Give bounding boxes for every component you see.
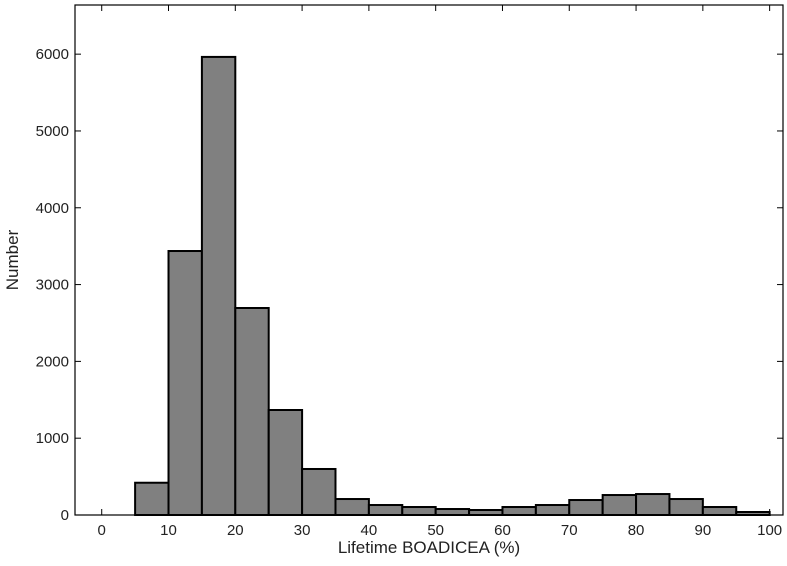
- x-tick-label: 70: [561, 522, 578, 539]
- plot-frame: [74, 4, 784, 516]
- x-tick-label: 0: [98, 522, 106, 539]
- bar: [334, 498, 370, 517]
- y-tick-label: 6000: [36, 46, 69, 63]
- y-axis-label: Number: [3, 229, 22, 290]
- bar: [367, 504, 404, 516]
- bar: [668, 498, 704, 517]
- bar: [568, 499, 604, 516]
- bar: [200, 55, 237, 516]
- bar: [167, 250, 203, 516]
- x-tick-label: 30: [294, 522, 311, 539]
- bar: [468, 509, 504, 517]
- bar: [534, 504, 571, 516]
- y-tick-label: 0: [61, 507, 69, 524]
- y-tick-label: 2000: [36, 353, 69, 370]
- x-tick-label: 80: [628, 522, 645, 539]
- y-tick-label: 5000: [36, 123, 69, 140]
- x-tick-label: 60: [494, 522, 511, 539]
- bar: [134, 481, 170, 517]
- x-tick-label: 40: [361, 522, 378, 539]
- y-tick-label: 1000: [36, 430, 69, 447]
- bar: [301, 467, 337, 516]
- bar: [434, 508, 471, 516]
- bar: [701, 506, 738, 517]
- bar: [501, 506, 537, 517]
- x-tick-label: 90: [695, 522, 712, 539]
- x-axis-label: Lifetime BOADICEA (%): [338, 538, 520, 557]
- x-tick-label: 20: [227, 522, 244, 539]
- bar: [601, 494, 638, 516]
- x-tick-label: 10: [160, 522, 177, 539]
- bar: [234, 307, 270, 516]
- y-tick-label: 3000: [36, 277, 69, 294]
- bar: [401, 506, 437, 517]
- y-tick-label: 4000: [36, 200, 69, 217]
- x-tick-label: 100: [757, 522, 782, 539]
- x-tick-label: 50: [427, 522, 444, 539]
- bar: [267, 409, 304, 516]
- bar: [635, 493, 671, 516]
